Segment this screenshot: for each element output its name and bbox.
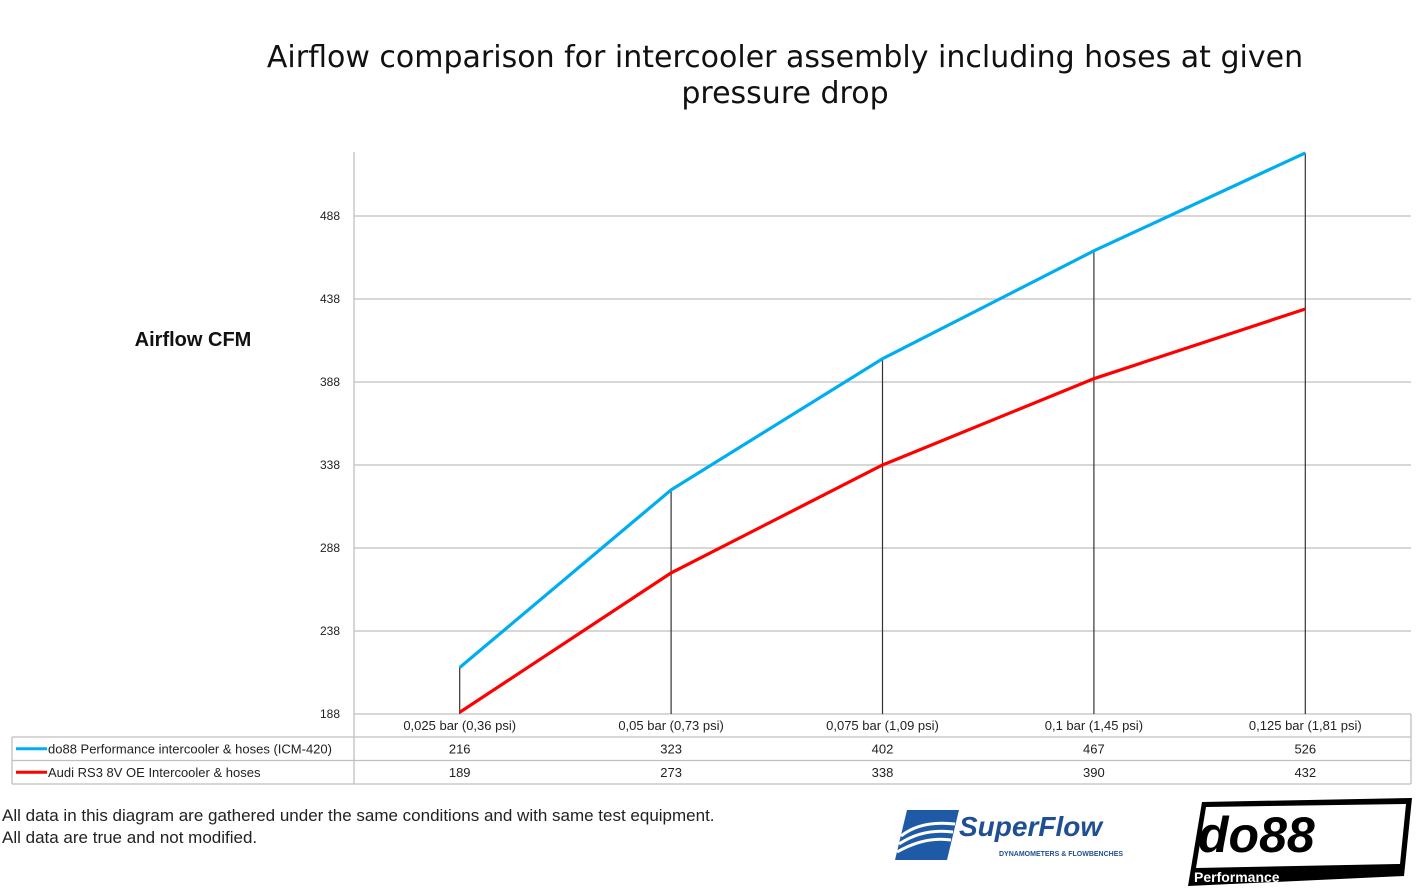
data-label: 390 [1083,765,1105,780]
footnote-line-1: All data in this diagram are gathered un… [2,806,715,825]
y-axis-label: Airflow CFM [134,329,252,351]
footnote-line-2: All data are true and not modified. [2,828,258,847]
y-tick-label: 238 [320,624,340,638]
data-label: 402 [872,741,894,756]
footnote: All data in this diagram are gathered un… [2,805,715,849]
data-label: 338 [872,765,894,780]
legend-label: do88 Performance intercooler & hoses (IC… [48,741,332,756]
x-category-label: 0,125 bar (1,81 psi) [1249,718,1362,733]
chart: 188 238 288 338 388 438 488 0,025 bar (0,36 psi… [11,151,1412,785]
x-category-label: 0,075 bar (1,09 psi) [826,718,939,733]
do88-logo: do88 Performance [1188,798,1412,886]
y-tick-label: 488 [320,209,340,223]
chart-title: Airflow comparison for intercooler assem… [266,40,1304,111]
data-label: 467 [1083,741,1105,756]
y-tick-label: 188 [320,707,340,721]
data-label: 526 [1294,741,1316,756]
y-tick-label: 338 [320,458,340,472]
superflow-logo-text: SuperFlow [959,811,1104,842]
y-tick-label: 388 [320,375,340,389]
x-category-label: 0,05 bar (0,73 psi) [618,718,724,733]
data-label: 216 [449,741,471,756]
data-label: 273 [660,765,682,780]
data-label: 432 [1294,765,1316,780]
x-category-label: 0,1 bar (1,45 psi) [1045,718,1143,733]
superflow-logo-subtext: DYNAMOMETERS & FLOWBENCHES [999,851,1123,858]
y-tick-label: 288 [320,541,340,555]
superflow-logo: SuperFlow DYNAMOMETERS & FLOWBENCHES [895,810,1123,860]
data-label: 323 [660,741,682,756]
y-tick-label: 438 [320,292,340,306]
do88-logo-text: do88 [1198,807,1315,863]
do88-logo-subtext: Performance [1194,869,1280,885]
legend-label: Audi RS3 8V OE Intercooler & hoses [48,765,261,780]
x-category-label: 0,025 bar (0,36 psi) [403,718,516,733]
data-label: 189 [449,765,471,780]
